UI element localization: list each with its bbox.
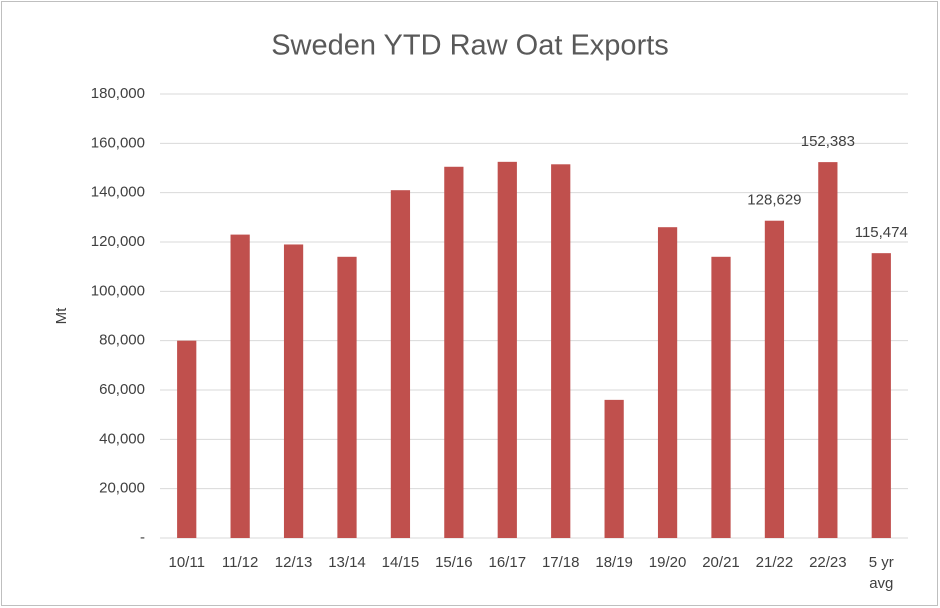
x-tick-label: 16/17: [489, 554, 527, 571]
y-tick-label: 180,000: [91, 85, 145, 102]
bar: [283, 244, 304, 538]
bar: [230, 234, 250, 538]
chart-title: Sweden YTD Raw Oat Exports: [271, 30, 669, 62]
y-tick-label: 160,000: [91, 134, 145, 151]
y-tick-label: 100,000: [91, 282, 145, 299]
bar: [818, 162, 838, 538]
y-tick-label: 80,000: [99, 332, 145, 349]
x-tick-label: 10/11: [168, 554, 204, 571]
bar: [764, 220, 785, 538]
x-tick-label: 20/21: [702, 554, 740, 571]
bar: [497, 161, 517, 539]
bar: [444, 166, 464, 538]
x-tick-label: 19/20: [649, 554, 687, 571]
bar: [711, 256, 731, 538]
y-tick-label: 120,000: [91, 233, 145, 250]
y-tick-label: 20,000: [99, 480, 145, 497]
x-tick-label: 12/13: [275, 554, 313, 571]
x-tick-label: 18/19: [595, 554, 633, 571]
data-label: 115,474: [855, 224, 908, 241]
data-label: 128,629: [747, 192, 801, 209]
y-axis-label: Mt: [53, 307, 70, 324]
y-tick-label: 40,000: [99, 430, 145, 447]
bar: [177, 340, 197, 538]
data-label: 152,383: [801, 133, 855, 150]
bar: [604, 399, 624, 538]
x-tick-label: 11/12: [222, 554, 258, 571]
x-tick-label: 21/22: [756, 554, 794, 571]
y-tick-label: 60,000: [99, 381, 145, 398]
bar: [551, 164, 571, 539]
x-tick-label: 14/15: [382, 554, 420, 571]
y-tick-label: 140,000: [91, 184, 145, 201]
x-tick-label: 13/14: [328, 554, 366, 571]
bar: [390, 190, 411, 538]
y-tick-label: -: [140, 529, 145, 546]
x-tick-label: 15/16: [435, 554, 473, 571]
bar: [871, 253, 891, 539]
bar: [657, 227, 678, 538]
x-tick-label: 5 yr avg: [869, 554, 894, 592]
bar: [337, 256, 357, 538]
x-tick-label: 22/23: [809, 554, 847, 571]
x-tick-label: 17/18: [542, 554, 580, 571]
